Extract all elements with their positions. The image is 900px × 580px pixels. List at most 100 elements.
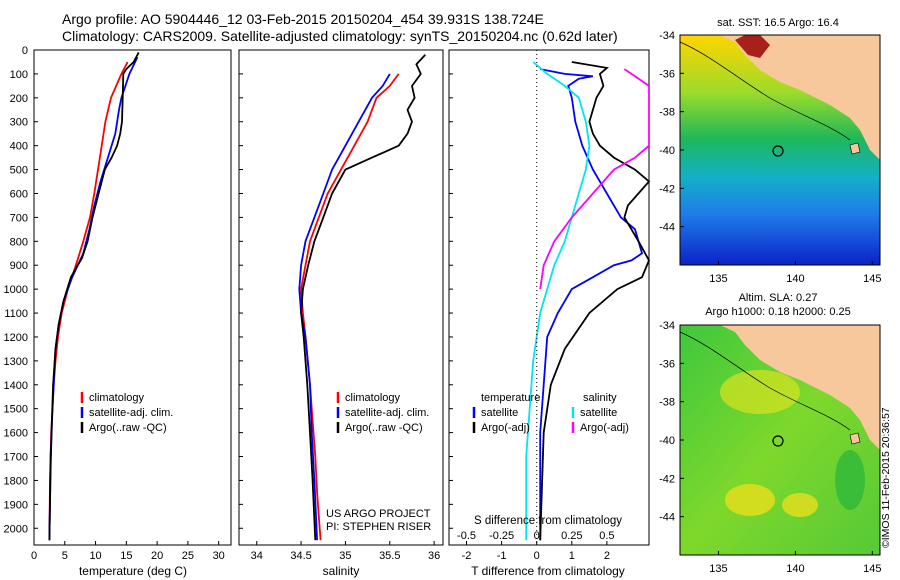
legend-label: Argo(..raw -QC) bbox=[89, 422, 167, 434]
x-tick-label: 0 bbox=[534, 550, 540, 562]
depth-tick-label: 2000 bbox=[4, 523, 28, 535]
profile-title: Argo profile: AO 5904446_12 03-Feb-2015 … bbox=[62, 11, 544, 27]
depth-tick-label: 0 bbox=[22, 45, 28, 57]
x-tick-label: -1 bbox=[497, 550, 507, 562]
legend-label: Argo(-adj) bbox=[580, 422, 629, 434]
s-tick-label: -0.5 bbox=[457, 530, 476, 542]
x-tick-label: -2 bbox=[462, 550, 472, 562]
sla-negative-anomaly bbox=[835, 450, 865, 510]
series-line-satellite-adj-clim- bbox=[298, 73, 391, 541]
sst-map: sat. SST: 16.5 Argo: 16.4 135 140 145 -34 -3… bbox=[659, 17, 881, 285]
pi-annotation: PI: STEPHEN RISER bbox=[326, 521, 431, 533]
sla-map-title: Altim. SLA: 0.27 bbox=[739, 292, 818, 304]
x-tick-label: 15 bbox=[120, 550, 132, 562]
depth-tick-label: 700 bbox=[10, 212, 28, 224]
depth-tick-label: 900 bbox=[10, 260, 28, 272]
depth-tick-label: 1500 bbox=[4, 404, 28, 416]
legend-title-temperature: temperature bbox=[481, 392, 540, 404]
x-tick-label: 34.5 bbox=[290, 550, 311, 562]
sla-positive-anomaly bbox=[725, 484, 775, 516]
map-lat-label: -38 bbox=[659, 107, 675, 119]
map-lon-label: 140 bbox=[786, 273, 804, 285]
imos-timestamp: ©IMOS 11-Feb-2015 20:36:57 bbox=[880, 407, 892, 548]
x-tick-label: 36 bbox=[428, 550, 440, 562]
warm-water-patch bbox=[735, 35, 770, 58]
project-annotation: US ARGO PROJECT bbox=[326, 508, 431, 520]
sla-map: Altim. SLA: 0.27 Argo h1000: 0.18 h2000:… bbox=[659, 292, 881, 575]
sla-map-subtitle: Argo h1000: 0.18 h2000: 0.25 bbox=[705, 306, 851, 318]
t-difference-label: T difference from climatology bbox=[471, 564, 625, 578]
sst-map-title: sat. SST: 16.5 Argo: 16.4 bbox=[717, 17, 839, 29]
x-tick-label: 10 bbox=[89, 550, 101, 562]
series-line-argo-adj- bbox=[539, 61, 651, 541]
map-lat-label: -44 bbox=[659, 222, 675, 234]
sla-argo-marker bbox=[772, 435, 784, 447]
australia-land bbox=[680, 35, 880, 160]
series-line-argo-adj- bbox=[539, 68, 650, 290]
x-tick-label: 30 bbox=[213, 550, 225, 562]
map-lat-label: -40 bbox=[659, 435, 675, 447]
series-line-satellite bbox=[539, 68, 644, 541]
salinity-panel: 34 34.5 35 35.5 36 salinity climatology satel… bbox=[238, 49, 444, 578]
legend-label: Argo(-adj) bbox=[481, 422, 530, 434]
map-lon-label: 145 bbox=[863, 563, 881, 575]
depth-tick-label: 1900 bbox=[4, 499, 28, 511]
map-lat-label: -42 bbox=[659, 183, 675, 195]
salinity-plot-frame bbox=[238, 49, 444, 546]
x-tick-label: 35 bbox=[339, 550, 351, 562]
series-line-satellite bbox=[525, 61, 591, 541]
map-lon-label: 135 bbox=[709, 273, 727, 285]
temperature-plot-frame bbox=[33, 49, 232, 546]
x-tick-label: 2 bbox=[604, 550, 610, 562]
kangaroo-island bbox=[849, 432, 861, 445]
map-lat-label: -34 bbox=[659, 30, 675, 42]
series-line-climatology bbox=[300, 73, 400, 541]
s-tick-label: -0.25 bbox=[489, 530, 514, 542]
series-line-argo-raw-qc- bbox=[300, 54, 426, 541]
legend-title-salinity: salinity bbox=[583, 392, 617, 404]
map-lon-label: 135 bbox=[709, 563, 727, 575]
legend-label: satellite-adj. clim. bbox=[89, 407, 173, 419]
legend-label: Argo(..raw -QC) bbox=[345, 422, 423, 434]
depth-tick-label: 800 bbox=[10, 236, 28, 248]
legend-label: satellite bbox=[580, 407, 617, 419]
difference-panel: -2 -1 0 1 2 -0.5 -0.25 0 0.25 0.5 S difference fr… bbox=[448, 49, 651, 578]
depth-tick-label: 1100 bbox=[4, 308, 28, 320]
series-line-argo-raw-qc- bbox=[48, 51, 140, 541]
x-tick-label: 0 bbox=[31, 550, 37, 562]
sla-positive-anomaly bbox=[720, 370, 800, 414]
map-lat-label: -36 bbox=[659, 68, 675, 80]
depth-tick-label: 1200 bbox=[4, 332, 28, 344]
map-lat-label: -34 bbox=[659, 320, 675, 332]
depth-tick-label: 1300 bbox=[4, 356, 28, 368]
x-tick-label: 35.5 bbox=[379, 550, 400, 562]
legend-label: satellite-adj. clim. bbox=[345, 407, 429, 419]
depth-tick-label: 400 bbox=[10, 141, 28, 153]
legend-label: satellite bbox=[481, 407, 518, 419]
sst-argo-marker bbox=[772, 145, 784, 157]
s-tick-label: 0.5 bbox=[599, 530, 614, 542]
depth-tick-label: 100 bbox=[10, 69, 28, 81]
x-tick-label: 1 bbox=[569, 550, 575, 562]
x-tick-label: 34 bbox=[251, 550, 263, 562]
map-lat-label: -44 bbox=[659, 512, 675, 524]
depth-tick-label: 1400 bbox=[4, 380, 28, 392]
map-lat-label: -38 bbox=[659, 397, 675, 409]
salinity-axis-label: salinity bbox=[323, 564, 360, 578]
depth-tick-label: 200 bbox=[10, 93, 28, 105]
x-tick-label: 5 bbox=[62, 550, 68, 562]
climatology-title: Climatology: CARS2009. Satellite-adjuste… bbox=[62, 28, 618, 44]
map-lon-label: 140 bbox=[786, 563, 804, 575]
s-tick-label: 0 bbox=[534, 530, 540, 542]
legend-label: climatology bbox=[345, 392, 401, 404]
map-lat-label: -36 bbox=[659, 358, 675, 370]
kangaroo-island bbox=[849, 142, 861, 155]
depth-tick-label: 1700 bbox=[4, 452, 28, 464]
difference-plot-frame bbox=[448, 49, 650, 546]
legend-label: climatology bbox=[89, 392, 145, 404]
map-lon-label: 145 bbox=[863, 273, 881, 285]
x-tick-label: 20 bbox=[151, 550, 163, 562]
x-tick-label: 25 bbox=[182, 550, 194, 562]
depth-tick-label: 1000 bbox=[4, 284, 28, 296]
